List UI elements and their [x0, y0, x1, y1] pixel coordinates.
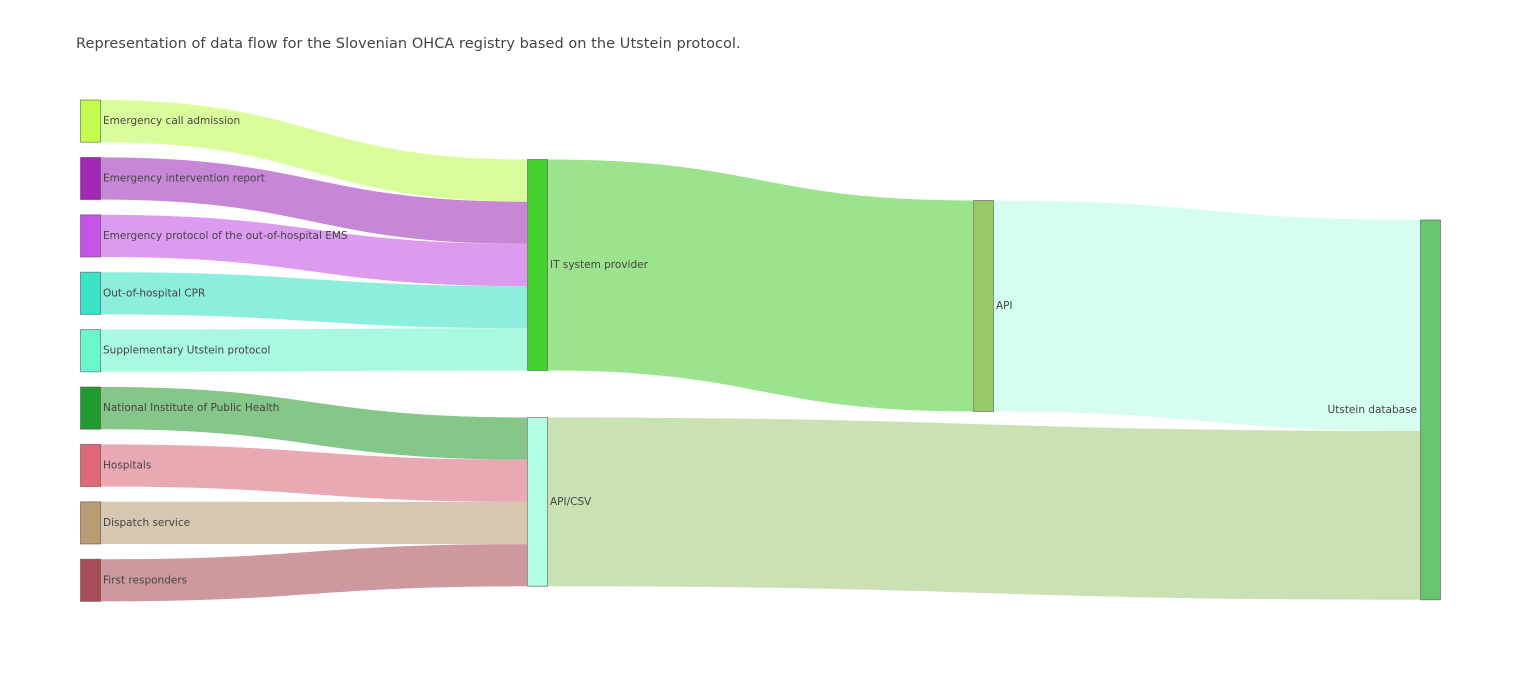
node-label-n10: API/CSV — [550, 496, 592, 508]
node-label-n7: Dispatch service — [103, 517, 190, 529]
node-n7[interactable] — [80, 501, 101, 545]
node-n6[interactable] — [80, 443, 101, 488]
link-n5-to-n10[interactable] — [100, 387, 527, 460]
link-n2-to-n9[interactable] — [100, 214, 527, 287]
node-label-n3: Out-of-hospital CPR — [103, 287, 205, 299]
node-label-n4: Supplementary Utstein protocol — [103, 345, 270, 357]
node-n2[interactable] — [80, 214, 101, 258]
link-n1-to-n9[interactable] — [100, 157, 527, 244]
link-n0-to-n9[interactable] — [100, 100, 527, 202]
node-label-n9: IT system provider — [550, 259, 649, 271]
node-n5[interactable] — [80, 386, 101, 430]
link-n8-to-n10[interactable] — [100, 544, 527, 602]
node-label-n11: API — [996, 300, 1013, 312]
node-n1[interactable] — [80, 156, 101, 201]
node-label-n5: National Institute of Public Health — [103, 402, 279, 414]
node-n0[interactable] — [80, 99, 101, 143]
link-n4-to-n9[interactable] — [100, 328, 527, 372]
node-n12[interactable] — [1420, 219, 1441, 601]
node-label-n1: Emergency intervention report — [103, 173, 265, 185]
nodes-layer — [80, 99, 1441, 602]
link-n9-to-n11[interactable] — [547, 159, 973, 412]
node-label-n0: Emergency call admission — [103, 115, 240, 127]
node-n8[interactable] — [80, 558, 101, 602]
link-n6-to-n10[interactable] — [100, 444, 527, 502]
node-n10[interactable] — [527, 417, 548, 587]
labels-layer: Emergency call admission Emergency interv… — [103, 115, 1417, 586]
links-layer — [100, 100, 1420, 602]
node-n3[interactable] — [80, 271, 101, 315]
node-label-n12: Utstein database — [1328, 404, 1417, 416]
link-n3-to-n9[interactable] — [100, 272, 527, 329]
node-label-n2: Emergency protocol of the out-of-hospita… — [103, 230, 348, 242]
node-label-n8: First responders — [103, 574, 187, 586]
node-label-n6: Hospitals — [103, 460, 151, 472]
link-n7-to-n10[interactable] — [100, 501, 527, 545]
link-n11-to-n12[interactable] — [993, 200, 1420, 432]
node-n9[interactable] — [527, 159, 548, 371]
link-n10-to-n12[interactable] — [547, 417, 1420, 600]
diagram-title: Representation of data flow for the Slov… — [76, 36, 741, 52]
node-n4[interactable] — [80, 329, 101, 373]
node-n11[interactable] — [973, 200, 994, 412]
